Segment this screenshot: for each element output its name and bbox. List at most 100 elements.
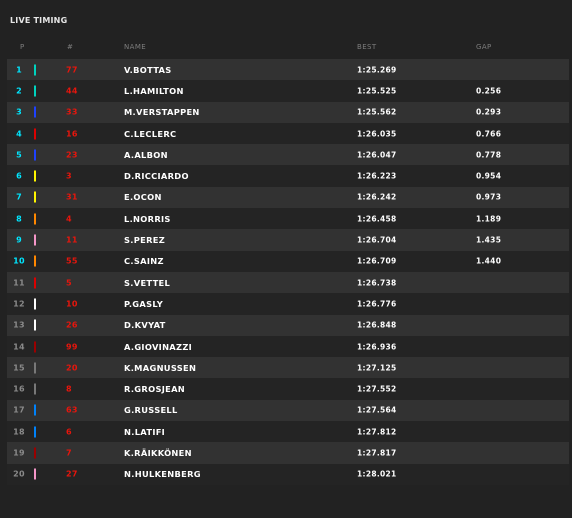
- gap-cell: 0.778: [476, 150, 502, 160]
- car-number-cell: 10: [66, 299, 78, 309]
- gap-cell: 1.435: [476, 235, 502, 245]
- driver-name-cell: K.RÄIKKÖNEN: [124, 447, 192, 458]
- table-row[interactable]: 19 7 K.RÄIKKÖNEN 1:27.817: [7, 442, 569, 464]
- driver-name-cell: D.RICCIARDO: [124, 171, 189, 182]
- column-header-gap: GAP: [476, 43, 492, 51]
- team-color-bar: [34, 85, 36, 97]
- driver-name-cell: L.HAMILTON: [124, 85, 184, 96]
- position-cell: 5: [16, 150, 22, 160]
- driver-name-cell: S.VETTEL: [124, 277, 171, 288]
- position-cell: 8: [16, 214, 22, 224]
- table-row[interactable]: 9 11 S.PEREZ 1:26.704 1.435: [7, 229, 569, 251]
- position-cell: 19: [13, 448, 25, 458]
- table-row[interactable]: 15 20 K.MAGNUSSEN 1:27.125: [7, 357, 569, 379]
- car-number-cell: 55: [66, 256, 78, 266]
- table-row[interactable]: 8 4 L.NORRIS 1:26.458 1.189: [7, 208, 569, 230]
- car-number-cell: 8: [66, 384, 72, 394]
- gap-cell: 0.973: [476, 192, 502, 202]
- column-header-num: #: [67, 43, 74, 51]
- best-lap-cell: 1:26.458: [357, 214, 397, 224]
- position-cell: 6: [16, 171, 22, 181]
- driver-name-cell: M.VERSTAPPEN: [124, 107, 200, 118]
- table-row[interactable]: 6 3 D.RICCIARDO 1:26.223 0.954: [7, 165, 569, 187]
- team-color-bar: [34, 447, 36, 459]
- table-row[interactable]: 3 33 M.VERSTAPPEN 1:25.562 0.293: [7, 101, 569, 123]
- car-number-cell: 11: [66, 235, 78, 245]
- car-number-cell: 7: [66, 448, 72, 458]
- team-color-bar: [34, 298, 36, 310]
- best-lap-cell: 1:27.812: [357, 427, 397, 437]
- team-color-bar: [34, 234, 36, 246]
- car-number-cell: 63: [66, 405, 78, 415]
- column-header-pos: P: [20, 43, 25, 51]
- car-number-cell: 23: [66, 150, 78, 160]
- team-color-bar: [34, 213, 36, 225]
- best-lap-cell: 1:25.562: [357, 107, 397, 117]
- car-number-cell: 5: [66, 278, 72, 288]
- car-number-cell: 6: [66, 427, 72, 437]
- driver-name-cell: C.SAINZ: [124, 256, 164, 267]
- team-color-bar: [34, 426, 36, 438]
- table-row[interactable]: 10 55 C.SAINZ 1:26.709 1.440: [7, 250, 569, 272]
- table-row[interactable]: 14 99 A.GIOVINAZZI 1:26.936: [7, 335, 569, 358]
- timing-table: 1 77 V.BOTTAS 1:25.269 2 44 L.HAMILTON 1:25.525…: [7, 59, 569, 485]
- position-cell: 12: [13, 299, 25, 309]
- team-color-bar: [34, 277, 36, 289]
- team-color-bar: [34, 468, 36, 480]
- driver-name-cell: C.LECLERC: [124, 128, 177, 139]
- panel-title: LIVE TIMING: [10, 16, 68, 25]
- table-row[interactable]: 1 77 V.BOTTAS 1:25.269: [7, 59, 569, 81]
- car-number-cell: 16: [66, 129, 78, 139]
- table-row[interactable]: 16 8 R.GROSJEAN 1:27.552: [7, 378, 569, 400]
- position-cell: 13: [13, 320, 25, 330]
- position-cell: 11: [13, 278, 25, 288]
- table-row[interactable]: 11 5 S.VETTEL 1:26.738: [7, 271, 569, 294]
- table-row[interactable]: 4 16 C.LECLERC 1:26.035 0.766: [7, 122, 569, 145]
- table-row[interactable]: 7 31 E.OCON 1:26.242 0.973: [7, 186, 569, 209]
- driver-name-cell: E.OCON: [124, 192, 162, 203]
- table-row[interactable]: 18 6 N.LATIFI 1:27.812: [7, 421, 569, 443]
- best-lap-cell: 1:27.564: [357, 405, 397, 415]
- driver-name-cell: S.PEREZ: [124, 235, 166, 246]
- team-color-bar: [34, 362, 36, 374]
- team-color-bar: [34, 191, 36, 203]
- position-cell: 18: [13, 427, 25, 437]
- table-row[interactable]: 2 44 L.HAMILTON 1:25.525 0.256: [7, 80, 569, 102]
- table-row[interactable]: 5 23 A.ALBON 1:26.047 0.778: [7, 144, 569, 166]
- driver-name-cell: P.GASLY: [124, 298, 164, 309]
- column-header-best: BEST: [357, 43, 377, 51]
- team-color-bar: [34, 170, 36, 182]
- best-lap-cell: 1:26.738: [357, 278, 397, 288]
- table-row[interactable]: 20 27 N.HULKENBERG 1:28.021: [7, 463, 569, 485]
- team-color-bar: [34, 106, 36, 118]
- column-header: P # NAME BEST GAP: [0, 43, 572, 53]
- column-header-name: NAME: [124, 43, 147, 51]
- position-cell: 9: [16, 235, 22, 245]
- position-cell: 10: [13, 256, 25, 266]
- table-row[interactable]: 12 10 P.GASLY 1:26.776: [7, 293, 569, 315]
- team-color-bar: [34, 128, 36, 140]
- car-number-cell: 99: [66, 342, 78, 351]
- team-color-bar: [34, 383, 36, 395]
- best-lap-cell: 1:27.125: [357, 363, 397, 373]
- position-cell: 14: [13, 342, 25, 351]
- car-number-cell: 4: [66, 214, 72, 224]
- best-lap-cell: 1:26.223: [357, 171, 397, 181]
- team-color-bar: [34, 404, 36, 416]
- position-cell: 20: [13, 469, 25, 479]
- team-color-bar: [34, 149, 36, 161]
- driver-name-cell: N.LATIFI: [124, 426, 166, 437]
- team-color-bar: [34, 64, 36, 76]
- table-row[interactable]: 13 26 D.KVYAT 1:26.848: [7, 314, 569, 336]
- gap-cell: 0.293: [476, 107, 502, 117]
- driver-name-cell: V.BOTTAS: [124, 64, 172, 75]
- table-row[interactable]: 17 63 G.RUSSELL 1:27.564: [7, 399, 569, 422]
- best-lap-cell: 1:26.047: [357, 150, 397, 160]
- position-cell: 17: [13, 405, 25, 415]
- driver-name-cell: A.GIOVINAZZI: [124, 341, 193, 352]
- driver-name-cell: G.RUSSELL: [124, 405, 178, 416]
- position-cell: 2: [16, 86, 22, 96]
- position-cell: 4: [16, 129, 22, 139]
- car-number-cell: 20: [66, 363, 78, 373]
- best-lap-cell: 1:26.704: [357, 235, 397, 245]
